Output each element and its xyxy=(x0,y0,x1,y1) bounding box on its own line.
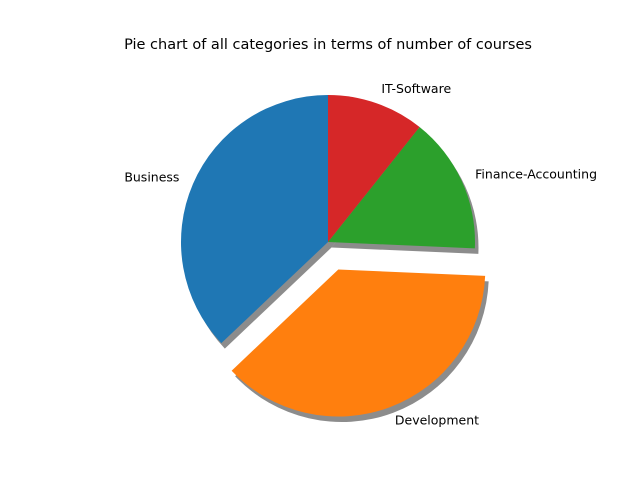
slice-label-development: Development xyxy=(395,413,479,428)
slice-development xyxy=(231,269,486,417)
pie-slices xyxy=(180,94,486,417)
slice-label-business: Business xyxy=(124,170,179,185)
slice-label-it-software: IT-Software xyxy=(381,81,451,96)
chart-title: Pie chart of all categories in terms of … xyxy=(124,37,532,53)
slice-finance-accounting xyxy=(328,127,475,249)
slice-it-software xyxy=(328,95,420,242)
slice-labels: Business Development Finance-Accounting IT-… xyxy=(124,81,597,428)
slice-label-finance-accounting: Finance-Accounting xyxy=(475,166,597,181)
slice-business xyxy=(180,94,328,344)
